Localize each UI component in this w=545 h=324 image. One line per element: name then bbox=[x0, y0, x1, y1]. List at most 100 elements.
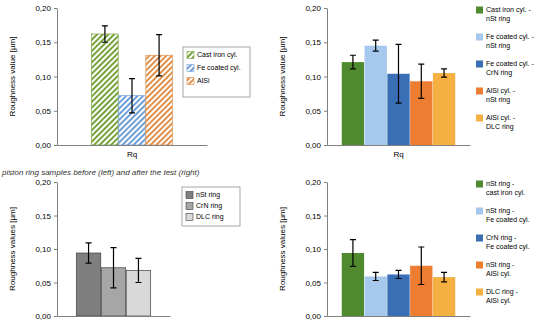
tick-label: 0,00 bbox=[35, 312, 51, 321]
tick-label: 0,05 bbox=[305, 107, 321, 116]
chart: 0,000,050,100,150,20Roughness values [µm… bbox=[278, 178, 530, 321]
legend-swatch bbox=[476, 262, 483, 269]
error-bar bbox=[373, 272, 379, 280]
tick-label: 0,10 bbox=[35, 245, 51, 254]
axis-line bbox=[57, 183, 58, 317]
tick-label: 0,20 bbox=[305, 4, 321, 13]
error-bar bbox=[418, 247, 424, 285]
legend-label: nSt ring - AlSi cyl. bbox=[486, 261, 516, 278]
tick: 0,20 bbox=[35, 178, 57, 187]
legend-swatch bbox=[186, 192, 193, 199]
error-bar bbox=[350, 55, 356, 69]
tick: 0,05 bbox=[35, 279, 57, 288]
tick-mark bbox=[54, 77, 57, 78]
tick: 0,15 bbox=[305, 212, 327, 221]
tick-mark bbox=[54, 249, 57, 250]
y-axis: 0,000,050,100,150,20 bbox=[35, 4, 57, 150]
legend-box bbox=[182, 187, 240, 226]
tick-mark bbox=[324, 111, 327, 112]
x-axis bbox=[58, 316, 171, 318]
tick-label: 0,10 bbox=[305, 73, 321, 82]
error-bar bbox=[441, 272, 447, 281]
tick: 0,15 bbox=[35, 212, 57, 221]
error-bar bbox=[129, 79, 135, 113]
tick-label: 0,20 bbox=[305, 178, 321, 187]
tick-mark bbox=[324, 283, 327, 284]
legend-label: Cast iron cyl. - nSt ring bbox=[486, 6, 533, 23]
axis-title: Roughness value [µm] bbox=[278, 37, 287, 117]
tick-mark bbox=[54, 111, 57, 112]
tick: 0,00 bbox=[305, 141, 327, 150]
chart: 0,00 0,05 0,10 0,15 0,20 Rq Roughness value [µ… bbox=[278, 4, 536, 159]
tick-label: 0,15 bbox=[35, 38, 51, 47]
tick-mark bbox=[54, 8, 57, 9]
tick-label: 0,10 bbox=[35, 73, 51, 82]
bar bbox=[433, 73, 455, 145]
error-bar bbox=[418, 64, 424, 98]
legend-label: AlSi cyl. - DLC ring bbox=[486, 114, 517, 131]
axis-title: Roughness values [µm] bbox=[8, 207, 17, 291]
legend: nSt ring - cast iron cyl.nSt ring - Fe c… bbox=[476, 180, 530, 305]
tick-label: Rq bbox=[127, 150, 137, 159]
legend-swatch bbox=[187, 65, 194, 72]
tick-label: 0,00 bbox=[305, 312, 321, 321]
tick-mark bbox=[54, 182, 57, 183]
legend-swatch bbox=[476, 181, 483, 188]
tick: 0,15 bbox=[305, 38, 327, 47]
legend-swatch bbox=[187, 78, 194, 85]
tick-mark bbox=[324, 145, 327, 146]
legend-swatch bbox=[186, 214, 193, 221]
tick: 0,20 bbox=[305, 4, 327, 13]
x-axis: Rq bbox=[328, 145, 471, 159]
tick-mark bbox=[54, 283, 57, 284]
legend-swatch bbox=[476, 289, 483, 296]
error-bar bbox=[396, 44, 402, 103]
axis-line bbox=[58, 316, 171, 317]
legend: Cast iron cyl. - nSt ring Fe coated cyl. … bbox=[476, 6, 536, 131]
tick: 0,05 bbox=[35, 107, 57, 116]
tick-label: 0,05 bbox=[35, 279, 51, 288]
bar bbox=[365, 46, 387, 145]
axis-line bbox=[57, 9, 58, 146]
tick-label: 0,15 bbox=[305, 38, 321, 47]
tick-mark bbox=[324, 216, 327, 217]
tick-mark bbox=[324, 8, 327, 9]
legend-label: AlSi cyl. - nSt ring bbox=[486, 87, 517, 104]
axis-line bbox=[328, 145, 471, 146]
caption: piston ring samples before (left) and af… bbox=[1, 168, 200, 177]
legend-label: nSt ring - cast iron cyl. bbox=[486, 180, 525, 197]
bar bbox=[342, 62, 364, 145]
axis-line bbox=[58, 145, 208, 146]
bar bbox=[387, 274, 409, 316]
tick-mark bbox=[324, 182, 327, 183]
error-bar bbox=[373, 40, 379, 51]
x-axis: Rq bbox=[58, 145, 208, 159]
x-axis bbox=[328, 316, 471, 318]
tick-mark bbox=[54, 216, 57, 217]
tick: 0,00 bbox=[35, 312, 57, 321]
legend-swatch bbox=[476, 61, 483, 68]
y-axis: 0,00 0,05 0,10 0,15 0,20 bbox=[305, 178, 327, 321]
tick-mark bbox=[324, 42, 327, 43]
tick-label: 0,05 bbox=[305, 279, 321, 288]
tick: 0,10 bbox=[305, 73, 327, 82]
figure: piston ring samples before (left) and af… bbox=[0, 0, 545, 324]
legend-label: AlSi bbox=[197, 77, 210, 84]
tick-mark bbox=[324, 249, 327, 250]
legend-swatch bbox=[476, 235, 483, 242]
tick-label: 0,10 bbox=[305, 245, 321, 254]
tick: 0,15 bbox=[35, 38, 57, 47]
legend-swatch bbox=[476, 34, 483, 41]
legend-label: Fe coated cyl. - nSt ring bbox=[486, 33, 536, 50]
axis-line bbox=[327, 9, 328, 146]
y-axis: 0,00 0,05 0,10 0,15 0,20 bbox=[305, 4, 327, 150]
legend-swatch bbox=[476, 7, 483, 14]
tick: 0,00 bbox=[305, 312, 327, 321]
tick-mark bbox=[54, 316, 57, 317]
legend-label: Fe coated cyl. - CrN ring bbox=[486, 60, 536, 77]
tick: 0,05 bbox=[305, 107, 327, 116]
tick-mark bbox=[54, 42, 57, 43]
tick: 0,10 bbox=[35, 73, 57, 82]
legend-label: CrN ring - Fe coated cyl. bbox=[486, 234, 530, 251]
legend-swatch bbox=[187, 52, 194, 59]
